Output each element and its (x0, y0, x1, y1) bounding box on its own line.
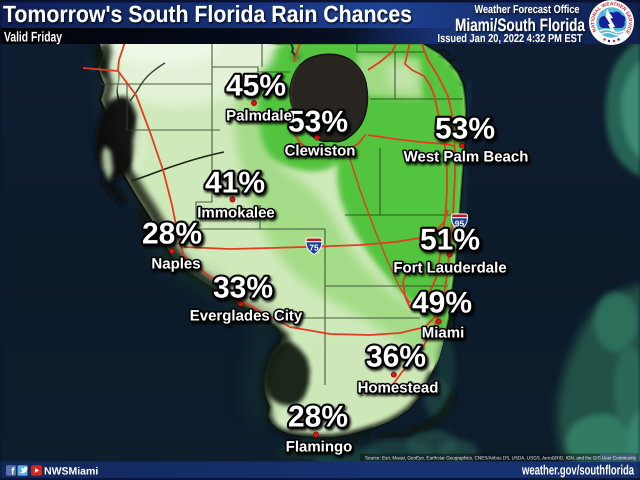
svg-text:Flamingo: Flamingo (286, 439, 353, 456)
svg-text:weather.gov/southflorida: weather.gov/southflorida (521, 463, 634, 478)
svg-text:Weather Forecast Office: Weather Forecast Office (475, 4, 580, 16)
svg-text:Miami: Miami (422, 325, 465, 342)
svg-text:53%: 53% (435, 113, 495, 146)
svg-text:53%: 53% (288, 106, 348, 139)
svg-text:Immokalee: Immokalee (197, 205, 275, 222)
svg-text:West Palm Beach: West Palm Beach (404, 149, 529, 166)
svg-text:Homestead: Homestead (358, 380, 439, 397)
svg-text:36%: 36% (366, 341, 426, 374)
svg-text:51%: 51% (420, 224, 480, 257)
svg-text:Clewiston: Clewiston (285, 143, 356, 160)
svg-text:Valid Friday: Valid Friday (4, 29, 62, 45)
svg-text:Fort Lauderdale: Fort Lauderdale (393, 260, 506, 277)
svg-text:Source: Esri, Maxar, GeoEye, E: Source: Esri, Maxar, GeoEye, Earthstar G… (365, 455, 636, 461)
svg-text:41%: 41% (205, 167, 265, 200)
svg-text:NWSMiami: NWSMiami (44, 466, 98, 478)
svg-text:95: 95 (455, 219, 465, 229)
svg-text:75: 75 (309, 243, 319, 253)
svg-text:Miami/South Florida: Miami/South Florida (455, 15, 586, 35)
svg-text:Palmdale: Palmdale (226, 108, 292, 125)
svg-text:Naples: Naples (151, 256, 200, 273)
svg-text:Tomorrow's South Florida Rain: Tomorrow's South Florida Rain Chances (3, 1, 412, 27)
svg-text:33%: 33% (213, 272, 273, 305)
svg-text:45%: 45% (226, 70, 286, 103)
svg-text:f: f (11, 467, 15, 478)
svg-text:49%: 49% (412, 287, 472, 320)
svg-text:28%: 28% (142, 218, 202, 251)
svg-text:Issued Jan 20, 2022 4:32 PM ES: Issued Jan 20, 2022 4:32 PM EST (438, 33, 583, 45)
svg-text:28%: 28% (288, 401, 348, 434)
svg-text:Everglades City: Everglades City (190, 308, 303, 325)
